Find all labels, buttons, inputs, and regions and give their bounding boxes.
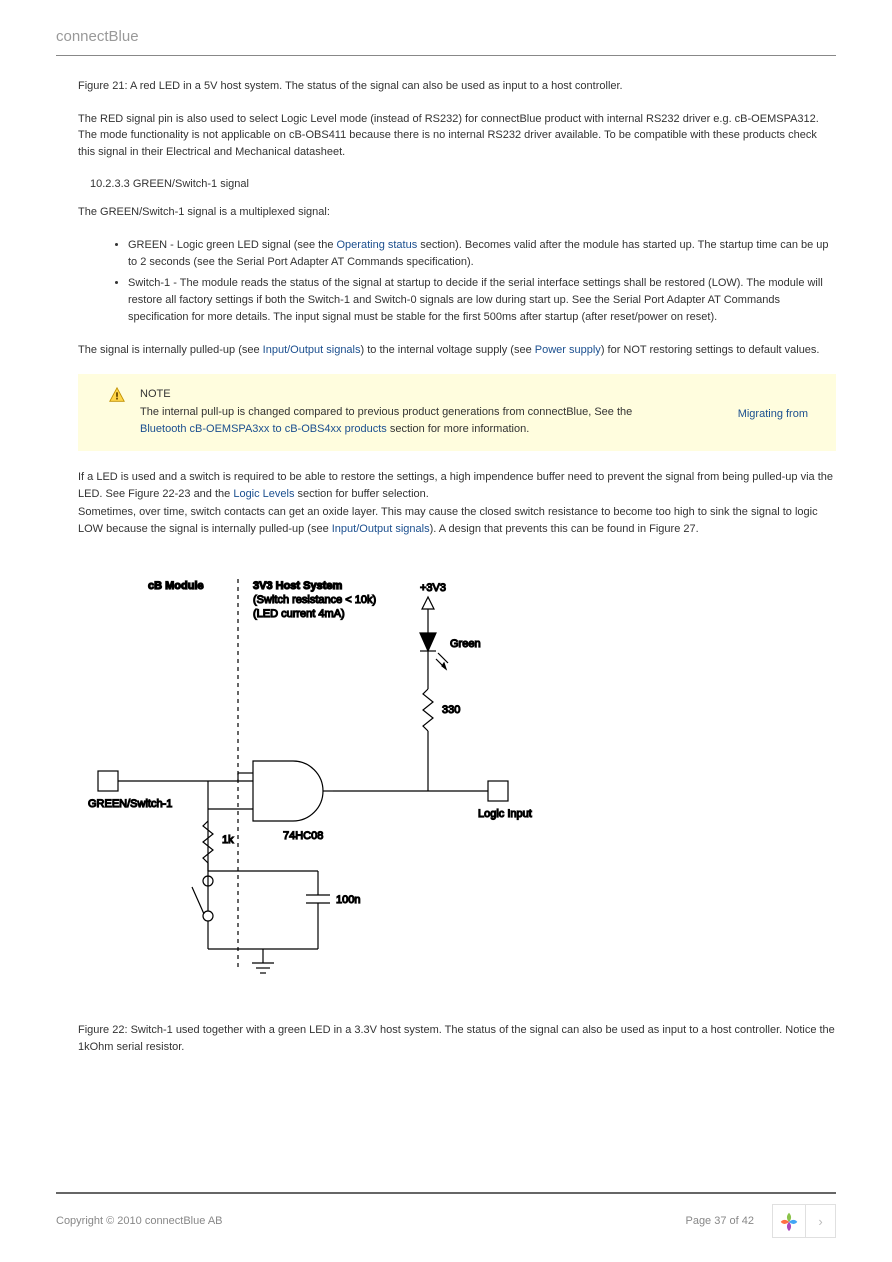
next-page-button[interactable]: › (806, 1204, 836, 1238)
link-io-signals-2[interactable]: Input/Output signals (332, 523, 430, 535)
copyright-text: Copyright © 2010 connectBlue AB (56, 1215, 223, 1227)
pullup-text-a: The signal is internally pulled-up (see (78, 344, 263, 356)
label-host-l2: (Switch resistance < 10k) (253, 594, 376, 606)
label-74hc08: 74HC08 (283, 830, 323, 842)
circuit-svg: cB Module 3V3 Host System (Switch resist… (78, 571, 638, 991)
heading-10-2-3-3: 10.2.3.3 GREEN/Switch-1 signal (90, 178, 836, 190)
footer-divider (56, 1192, 836, 1194)
oxide-text-b: ). A design that prevents this can be fo… (430, 523, 699, 535)
link-power-supply[interactable]: Power supply (535, 344, 601, 356)
link-migrating-from[interactable]: Migrating from (738, 406, 808, 424)
label-100n: 100n (336, 894, 360, 906)
bullet-green-text-a: GREEN - Logic green LED signal (see the (128, 239, 337, 251)
paragraph-multiplexed: The GREEN/Switch-1 signal is a multiplex… (78, 204, 836, 221)
bullet-green: GREEN - Logic green LED signal (see the … (128, 237, 836, 271)
label-cb-module: cB Module (148, 580, 204, 592)
link-logic-levels[interactable]: Logic Levels (233, 488, 294, 500)
figure-22-diagram: cB Module 3V3 Host System (Switch resist… (78, 571, 836, 994)
label-1k: 1k (222, 834, 234, 846)
figure-22-caption: Figure 22: Switch-1 used together with a… (78, 1022, 836, 1055)
chevron-right-icon: › (818, 1214, 822, 1229)
note-body-b: section for more information. (387, 423, 529, 435)
figure-21-caption: Figure 21: A red LED in a 5V host system… (78, 78, 836, 95)
link-bluetooth-products[interactable]: Bluetooth cB-OEMSPA3xx to cB-OBS4xx prod… (140, 423, 387, 435)
pullup-text-b: ) to the internal voltage supply (see (361, 344, 535, 356)
page-footer: Copyright © 2010 connectBlue AB Page 37 … (56, 1204, 836, 1238)
led-text-b: section for buffer selection. (294, 488, 428, 500)
brand-label: connectBlue (56, 28, 836, 45)
page-number: Page 37 of 42 (685, 1215, 754, 1227)
paragraph-oxide: Sometimes, over time, switch contacts ca… (78, 504, 836, 537)
footer-logo (772, 1204, 806, 1238)
label-logic-input: Logic Input (478, 808, 532, 820)
note-title: NOTE (140, 386, 808, 404)
bullet-list: GREEN - Logic green LED signal (see the … (128, 237, 836, 326)
warning-icon (108, 386, 126, 404)
led-text-a: If a LED is used and a switch is require… (78, 471, 833, 500)
pullup-text-c: ) for NOT restoring settings to default … (601, 344, 820, 356)
label-green-led: Green (450, 638, 481, 650)
paragraph-pullup: The signal is internally pulled-up (see … (78, 342, 836, 359)
link-io-signals-1[interactable]: Input/Output signals (263, 344, 361, 356)
leaf-logo-icon (778, 1210, 800, 1232)
bullet-switch1: Switch-1 - The module reads the status o… (128, 275, 836, 326)
note-body-a: The internal pull-up is changed compared… (140, 406, 632, 418)
top-divider (56, 55, 836, 56)
paragraph-led-buffer: If a LED is used and a switch is require… (78, 469, 836, 502)
label-host-l3: (LED current 4mA) (253, 608, 345, 620)
label-3v3: +3V3 (420, 582, 446, 594)
label-green-switch1: GREEN/Switch-1 (88, 798, 172, 810)
paragraph-red-signal: The RED signal pin is also used to selec… (78, 111, 836, 161)
note-box: NOTE The internal pull-up is changed com… (78, 374, 836, 451)
link-operating-status[interactable]: Operating status (337, 239, 418, 251)
label-host-l1: 3V3 Host System (253, 580, 342, 592)
label-330: 330 (442, 704, 460, 716)
